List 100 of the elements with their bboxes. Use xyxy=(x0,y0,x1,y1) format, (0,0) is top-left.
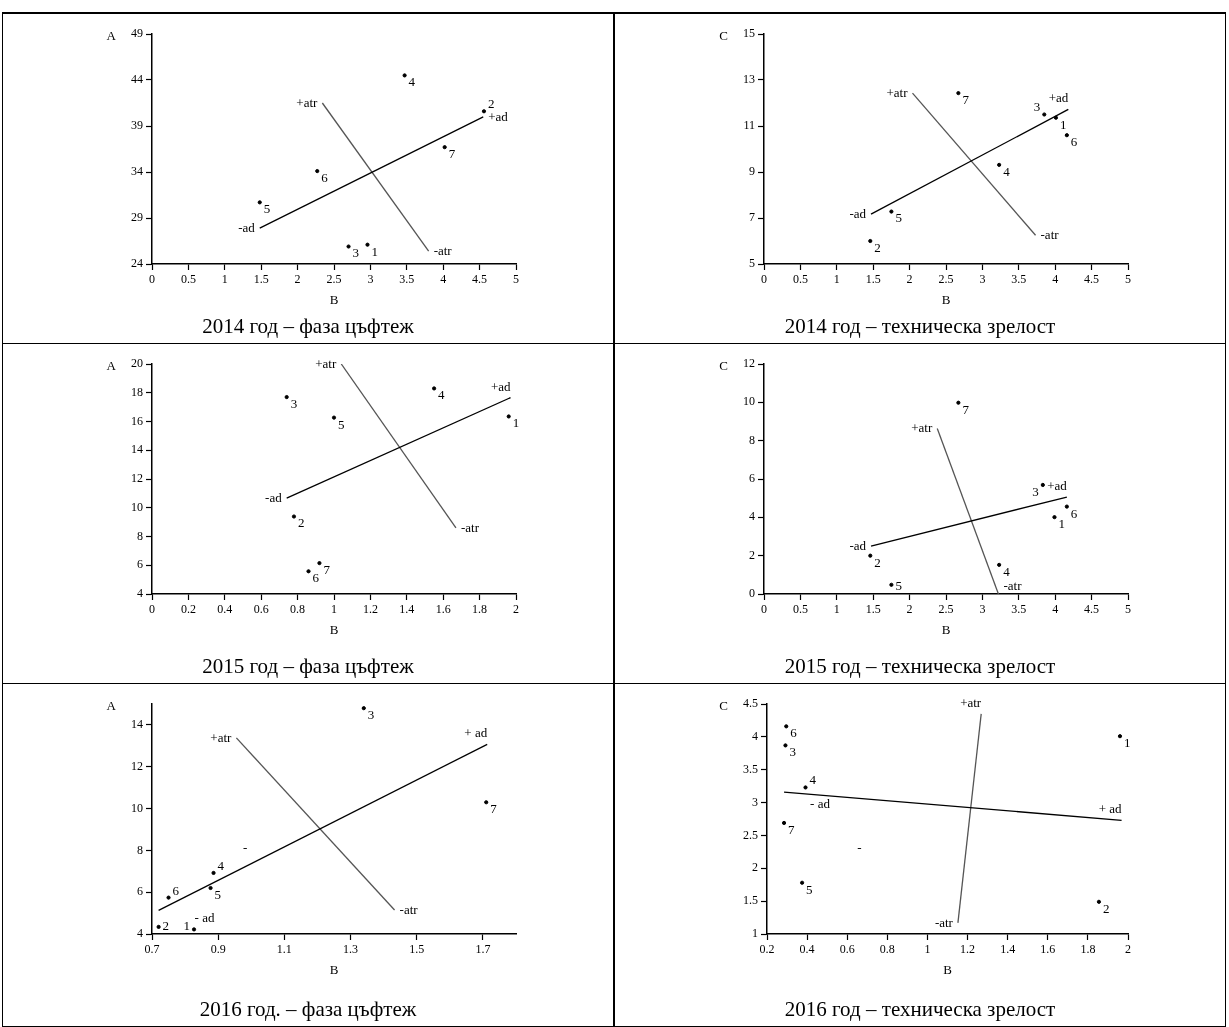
x-tick-label: 2.5 xyxy=(938,272,954,287)
x-axis-title: B xyxy=(941,621,951,637)
annotation: 2 xyxy=(874,554,881,570)
annotation: 1 xyxy=(371,243,378,259)
y-tick-label: 2.5 xyxy=(743,827,758,842)
x-tick-label: 0 xyxy=(149,272,155,287)
x-tick-label: 3.5 xyxy=(399,272,415,287)
y-tick-label: 6 xyxy=(137,884,143,899)
x-tick-label: 0.2 xyxy=(180,602,196,617)
annotation: +atr xyxy=(911,420,933,436)
y-tick-label: 14 xyxy=(131,717,143,732)
x-tick-label: 4.5 xyxy=(1084,602,1100,617)
annotation: 3 xyxy=(290,395,298,411)
annotation: 5 xyxy=(895,210,902,226)
y-tick-label: 10 xyxy=(743,394,755,409)
x-tick-label: 1.5 xyxy=(865,272,881,287)
y-tick-label: 7 xyxy=(749,210,755,225)
x-tick-label: 3 xyxy=(979,272,986,287)
annotation: 4 xyxy=(1003,563,1011,579)
text: 2016 год – техническа зрелост xyxy=(783,997,1057,1022)
annotation: +ad xyxy=(490,378,512,394)
y-axis-title: C xyxy=(719,697,728,713)
y-tick-label: 4 xyxy=(749,509,755,524)
x-tick-label: 1.6 xyxy=(1040,942,1056,957)
x-tick-label: 1.2 xyxy=(960,942,976,957)
annotation: 6 xyxy=(321,170,329,185)
x-tick-label: 1.3 xyxy=(343,942,359,957)
annotation: +ad xyxy=(1048,90,1069,106)
annotation: 6 xyxy=(1070,505,1078,521)
x-tick-label: 0.8 xyxy=(879,942,895,957)
x-tick-label: 0.7 xyxy=(144,942,160,957)
annotation: 7 xyxy=(490,801,498,817)
x-tick-label: 1.1 xyxy=(276,942,292,957)
annotation: 6 xyxy=(790,725,798,741)
y-axis-title: A xyxy=(106,357,117,373)
annotation: -atr xyxy=(1040,227,1060,243)
x-tick-label: 2 xyxy=(906,602,913,617)
y-tick-label: 49 xyxy=(131,26,143,41)
y-tick-label: 8 xyxy=(137,842,143,857)
annotation: 1 xyxy=(1058,516,1065,532)
x-tick-label: 3.5 xyxy=(1011,602,1027,617)
x-tick-label: 1 xyxy=(924,942,931,957)
annotation: -atr xyxy=(399,901,419,917)
x-tick-label: 5 xyxy=(513,272,519,287)
y-tick-label: 34 xyxy=(131,164,143,179)
y-tick-label: 11 xyxy=(743,118,755,133)
annotation: 5 xyxy=(214,886,222,902)
x-tick-label: 2 xyxy=(513,602,519,617)
x-tick-label: 1.8 xyxy=(1080,942,1096,957)
annotation: 2 xyxy=(297,515,305,531)
x-tick-label: 1.5 xyxy=(865,602,881,617)
annotation: 6 xyxy=(1070,134,1078,150)
y-tick-label: 4 xyxy=(752,729,758,744)
y-tick-label: 6 xyxy=(749,471,755,486)
y-tick-label: 10 xyxy=(131,499,143,514)
x-tick-label: 4.5 xyxy=(472,272,488,287)
annotation: 4 xyxy=(408,74,416,90)
annotation: 4 xyxy=(438,387,446,403)
y-axis-title: C xyxy=(719,357,728,373)
y-tick-label: 13 xyxy=(743,72,755,87)
annotation: 5 xyxy=(263,201,271,217)
y-tick-label: 4 xyxy=(137,586,143,601)
y-tick-label: 44 xyxy=(131,72,143,87)
x-tick-label: 0.5 xyxy=(792,272,808,287)
y-tick-label: 2 xyxy=(749,547,755,562)
annotation: 6 xyxy=(172,882,180,898)
y-tick-label: 10 xyxy=(131,800,143,815)
y-tick-label: 12 xyxy=(131,471,143,486)
x-tick-label: 5 xyxy=(1125,602,1131,617)
x-axis-title: B xyxy=(329,621,339,637)
annotation: -ad xyxy=(849,538,867,554)
x-tick-label: 2 xyxy=(906,272,913,287)
y-tick-label: 3.5 xyxy=(743,761,758,776)
annotation: - ad xyxy=(194,910,215,926)
y-tick-label: 5 xyxy=(749,256,755,271)
y-tick-label: 12 xyxy=(743,356,755,371)
y-tick-label: 2 xyxy=(752,860,758,875)
annotation: 3 xyxy=(367,707,375,723)
x-tick-label: 1.6 xyxy=(435,602,451,617)
x-tick-label: 1.4 xyxy=(1000,942,1016,957)
annotation: + ad xyxy=(464,725,488,741)
annotation: 5 xyxy=(806,881,813,897)
annotation: 3 xyxy=(352,245,360,261)
x-tick-label: 2 xyxy=(1125,942,1131,957)
x-tick-label: 1.2 xyxy=(362,602,378,617)
annotation: 1 xyxy=(1059,116,1067,132)
annotation: +atr xyxy=(886,85,909,101)
text: 2014 год – фаза цъфтеж xyxy=(201,314,415,339)
x-tick-label: 1 xyxy=(221,272,228,287)
x-axis-title: B xyxy=(329,291,339,307)
x-tick-label: 4.5 xyxy=(1084,272,1100,287)
y-tick-label: 3 xyxy=(752,794,758,809)
annotation: -atr xyxy=(433,243,453,259)
y-tick-label: 12 xyxy=(131,758,143,773)
annotation: +atr xyxy=(210,729,233,745)
x-tick-label: 3.5 xyxy=(1011,272,1027,287)
y-tick-label: 1.5 xyxy=(743,893,758,908)
x-tick-label: 5 xyxy=(1125,272,1131,287)
x-tick-label: 4 xyxy=(1052,272,1059,287)
annotation: 5 xyxy=(338,416,345,432)
